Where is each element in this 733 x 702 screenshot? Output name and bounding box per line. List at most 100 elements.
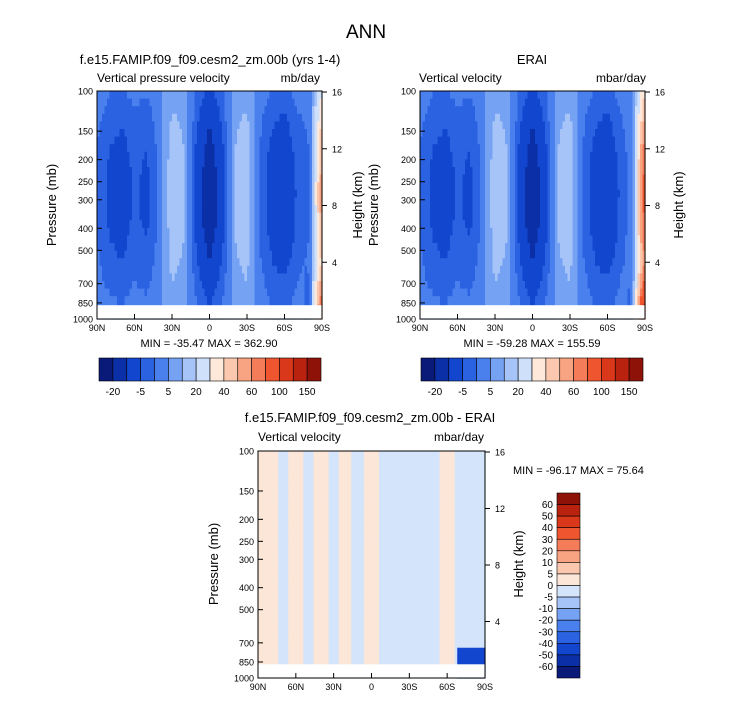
field-cell — [497, 159, 501, 168]
field-cell — [114, 296, 118, 305]
field-cell — [492, 273, 496, 282]
field-cell — [164, 258, 168, 267]
field-cell — [595, 212, 599, 221]
field-cell — [515, 182, 519, 191]
field-cell — [229, 220, 233, 229]
field-cell — [204, 265, 208, 274]
field-cell — [457, 281, 461, 290]
field-cell — [114, 273, 118, 282]
field-cell — [437, 265, 441, 274]
field-cell — [214, 151, 218, 160]
field-cell — [430, 113, 434, 122]
field-cell — [287, 159, 291, 168]
field-cell — [204, 288, 208, 297]
field-cell — [229, 144, 233, 153]
field-cell — [304, 212, 308, 221]
field-cell — [557, 113, 561, 122]
field-cell — [512, 273, 516, 282]
field-cell — [490, 243, 494, 252]
field-cell — [562, 174, 566, 183]
field-cell — [592, 151, 596, 160]
field-cell — [239, 243, 243, 252]
field-cell — [450, 106, 454, 115]
field-cell — [455, 91, 459, 100]
field-cell — [259, 144, 263, 153]
field-cell — [535, 243, 539, 252]
field-cell — [119, 151, 123, 160]
field-cell — [457, 265, 461, 274]
field-cell — [575, 296, 579, 305]
field-cell — [292, 121, 296, 130]
field-cell — [307, 265, 311, 274]
field-cell — [442, 288, 446, 297]
field-cell — [495, 144, 499, 153]
field-cell — [492, 265, 496, 274]
field-cell — [600, 250, 604, 259]
field-cell — [312, 189, 316, 198]
field-cell — [112, 189, 116, 198]
field-cell — [304, 167, 308, 176]
field-cell — [112, 220, 116, 229]
field-cell — [467, 144, 471, 153]
field-cell — [184, 281, 188, 290]
field-cell — [317, 151, 321, 160]
field-cell — [475, 227, 479, 236]
field-cell — [152, 129, 156, 138]
field-cell — [450, 250, 454, 259]
field-cell — [269, 98, 273, 107]
field-cell — [257, 159, 261, 168]
field-cell — [527, 250, 531, 259]
field-cell — [169, 113, 173, 122]
field-cell — [297, 136, 301, 145]
field-cell — [580, 273, 584, 282]
field-cell — [537, 281, 541, 290]
field-cell — [570, 296, 574, 305]
field-cell — [177, 159, 181, 168]
field-cell — [314, 273, 318, 282]
field-cell — [475, 151, 479, 160]
field-cell — [199, 281, 203, 290]
field-cell — [269, 250, 273, 259]
field-cell — [209, 258, 213, 267]
field-cell — [254, 265, 258, 274]
field-cell — [219, 258, 223, 267]
field-cell — [585, 288, 589, 297]
field-cell — [304, 197, 308, 206]
field-cell — [460, 273, 464, 282]
field-cell — [312, 182, 316, 191]
field-cell — [482, 98, 486, 107]
field-cell — [279, 281, 283, 290]
field-cell — [467, 136, 471, 145]
field-cell — [107, 258, 111, 267]
field-cell — [214, 205, 218, 214]
field-cell — [592, 212, 596, 221]
field-cell — [540, 121, 544, 130]
field-cell — [272, 281, 276, 290]
field-cell — [530, 136, 534, 145]
field-cell — [272, 106, 276, 115]
field-cell — [497, 189, 501, 198]
field-cell — [465, 174, 469, 183]
field-cell — [299, 98, 303, 107]
field-cell — [249, 106, 253, 115]
field-cell — [580, 212, 584, 221]
field-cell — [239, 288, 243, 297]
field-cell — [267, 113, 271, 122]
field-cell — [187, 243, 191, 252]
field-cell — [252, 220, 256, 229]
field-cell — [585, 91, 589, 100]
field-cell — [460, 265, 464, 274]
field-cell — [570, 212, 574, 221]
field-cell — [197, 151, 201, 160]
field-cell — [269, 273, 273, 282]
field-cell — [309, 121, 313, 130]
field-cell — [272, 121, 276, 130]
field-cell — [535, 144, 539, 153]
field-cell — [262, 167, 266, 176]
field-cell — [152, 273, 156, 282]
field-cell — [472, 98, 476, 107]
field-cell — [597, 273, 601, 282]
field-cell — [442, 121, 446, 130]
field-cell — [505, 144, 509, 153]
field-cell — [600, 182, 604, 191]
